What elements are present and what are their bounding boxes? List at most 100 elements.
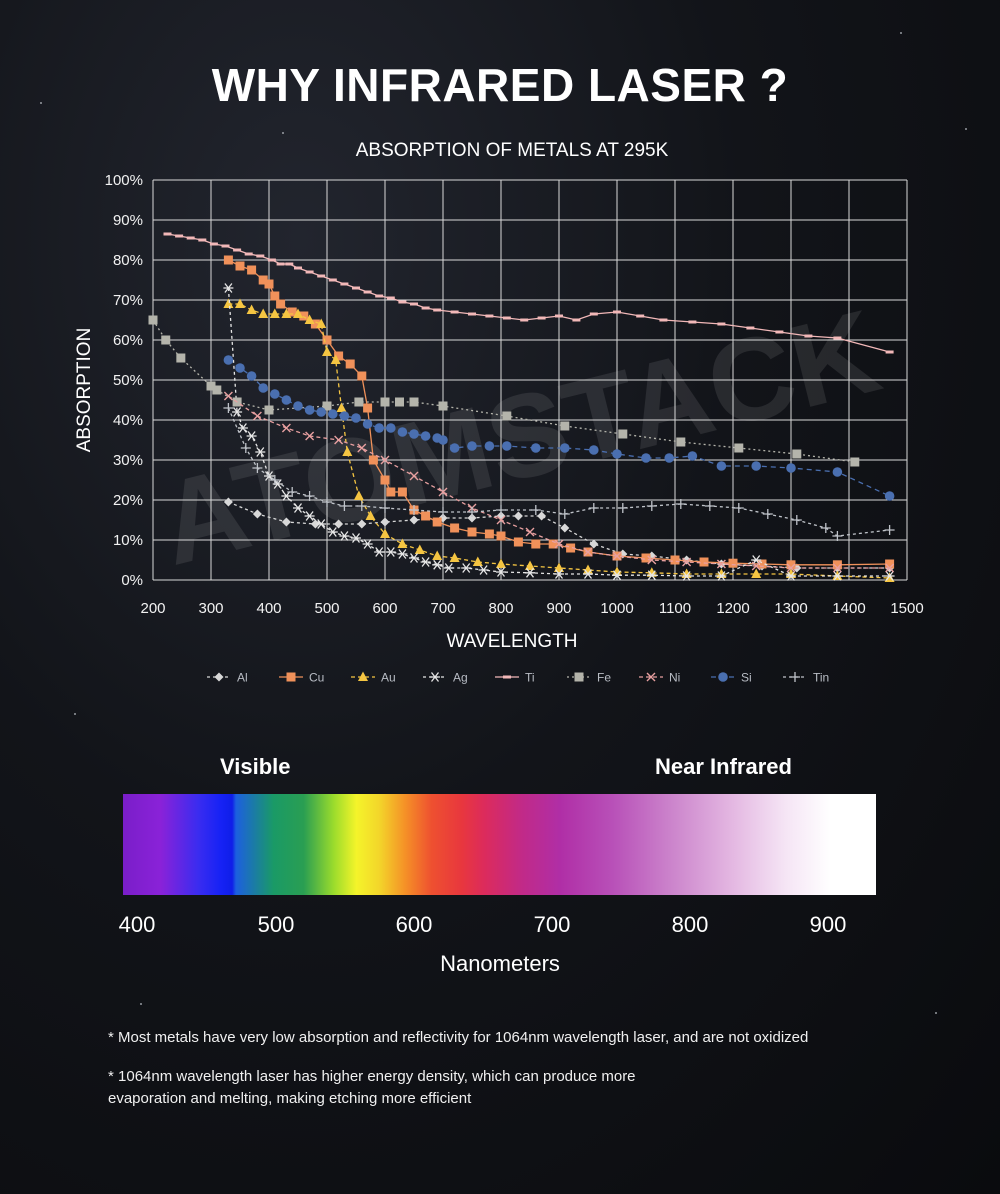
data-point-ni [281, 423, 291, 433]
data-point-al [467, 513, 477, 523]
legend-marker [214, 672, 224, 682]
data-point-al [589, 539, 599, 549]
legend-item-al: Al [207, 671, 248, 685]
data-point-si [438, 435, 448, 445]
data-point-fe [354, 397, 364, 407]
data-point-si [223, 355, 234, 365]
note-2-line-1: * 1064nm wavelength laser has higher ene… [108, 1068, 636, 1085]
data-point-ag [554, 569, 564, 579]
data-point-al [537, 511, 547, 521]
data-point-si [467, 441, 477, 451]
data-point-ag [832, 571, 843, 581]
data-point-ag [432, 559, 443, 570]
data-point-si [751, 461, 761, 471]
data-point-si [641, 453, 651, 463]
data-point-ag [223, 283, 234, 293]
data-point-ti [589, 312, 598, 316]
data-point-cu [467, 527, 477, 537]
data-point-ti [398, 300, 407, 304]
data-point-tin [223, 403, 234, 413]
data-point-cu [450, 523, 460, 533]
data-point-ag [681, 571, 692, 581]
data-point-fe [264, 405, 274, 415]
data-point-ag [612, 570, 622, 581]
data-point-ag [327, 527, 338, 537]
data-point-cu [484, 529, 494, 539]
data-point-fe [322, 401, 332, 411]
data-point-fe [502, 411, 512, 421]
data-point-si [502, 441, 512, 451]
series-au [223, 298, 895, 582]
data-point-ti [363, 290, 372, 294]
legend-label: Ni [669, 671, 680, 685]
data-point-si [409, 429, 419, 439]
legend-label: Si [741, 671, 752, 685]
x-tick-label: 300 [198, 600, 223, 617]
data-point-ni [612, 551, 622, 561]
data-point-ag [293, 503, 303, 513]
data-point-fe [176, 353, 186, 363]
data-point-ag [409, 553, 419, 563]
legend-marker [430, 672, 440, 682]
data-point-cu [670, 555, 680, 565]
data-point-au [246, 304, 257, 314]
data-point-tin [762, 509, 773, 519]
data-point-fe [792, 449, 802, 459]
data-point-ag [374, 547, 385, 557]
near-infrared-label: Near Infrared [655, 754, 792, 779]
data-point-ti [340, 282, 349, 286]
data-point-ag [246, 431, 257, 441]
data-point-ti [775, 330, 784, 334]
y-tick-label: 70% [113, 292, 143, 309]
data-point-ti [317, 274, 326, 278]
x-tick-label: 1500 [890, 600, 923, 617]
data-point-si [270, 389, 280, 399]
data-point-fe [148, 315, 158, 325]
data-point-ni [305, 431, 315, 441]
data-point-cu [496, 531, 506, 541]
legend-marker [286, 672, 296, 682]
data-point-ag [461, 563, 472, 573]
series-tin [223, 403, 895, 541]
data-point-si [589, 445, 599, 455]
data-point-tin [252, 463, 263, 473]
data-point-ti [421, 306, 430, 310]
data-point-si [449, 443, 460, 453]
data-point-cu [258, 275, 268, 285]
y-axis-ticks: 0% 10% 20% 30% 40% 50% 60% 70% 80% 90% 100% [105, 172, 143, 589]
data-point-cu [363, 403, 373, 413]
data-point-ti [256, 254, 265, 258]
data-point-ni [885, 563, 895, 573]
note-1: * Most metals have very low absorption a… [108, 1029, 809, 1046]
data-point-cu [699, 557, 709, 567]
data-point-al [357, 519, 367, 529]
data-point-ti [520, 318, 529, 322]
data-point-ti [468, 312, 476, 316]
data-point-ti [804, 334, 813, 338]
data-point-si [386, 423, 396, 433]
data-point-cu [235, 261, 245, 271]
background-star [74, 713, 76, 715]
data-point-ag [232, 407, 243, 417]
chart-series [148, 232, 895, 582]
data-point-tin [791, 515, 802, 525]
data-point-cu [334, 351, 344, 361]
data-point-ti [572, 318, 581, 322]
data-point-al [252, 509, 262, 519]
data-point-cu [270, 291, 280, 301]
data-point-ti [186, 236, 195, 240]
spectrum-tick-label: 600 [395, 912, 433, 937]
data-point-ag [786, 571, 796, 581]
data-point-al [281, 517, 291, 527]
data-point-ti [233, 248, 242, 252]
x-tick-label: 400 [256, 600, 281, 617]
data-point-si [362, 419, 373, 429]
data-point-ag [316, 519, 327, 529]
data-point-si [420, 431, 431, 441]
data-point-ti [746, 326, 755, 330]
data-point-ti [717, 322, 726, 326]
data-point-si [258, 383, 269, 393]
y-tick-label: 20% [113, 492, 143, 509]
data-point-ti [450, 310, 459, 314]
data-point-al [560, 523, 570, 533]
